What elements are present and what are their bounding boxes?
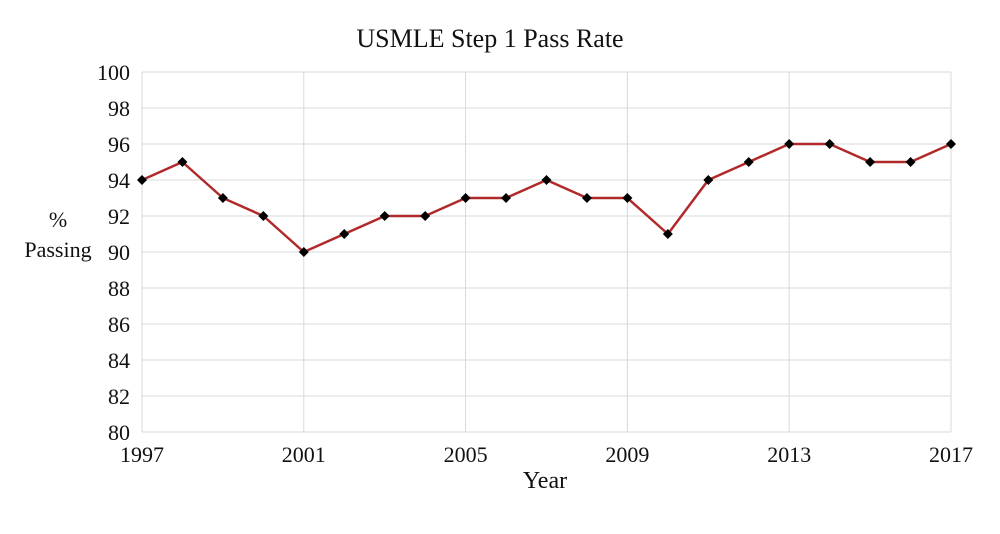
x-axis-label: Year [522,468,568,494]
x-tick-label: 1997 [120,442,164,467]
data-point-marker [743,157,754,167]
data-point-marker [703,175,714,185]
data-point-marker [905,157,916,167]
y-axis-label-line1: % [48,207,68,232]
y-tick-label: 90 [108,240,130,265]
data-point-marker [258,211,269,221]
data-point-marker [460,193,471,203]
y-tick-label: 88 [108,276,130,301]
pass-rate-line [141,142,952,254]
y-tick-label: 86 [108,312,130,337]
data-point-marker [824,139,835,149]
data-point-marker [784,139,795,149]
data-point-marker [217,193,228,203]
data-point-marker [177,157,188,167]
x-tick-label: 2017 [929,442,973,467]
y-tick-label: 92 [108,204,130,229]
y-axis-label: % Passing [4,205,112,265]
x-tick-label: 2005 [444,442,488,467]
x-tick-label: 2009 [605,442,649,467]
y-tick-label: 96 [108,132,130,157]
data-point-marker [379,211,390,221]
data-point-marker [339,229,350,239]
y-tick-label: 94 [108,168,130,193]
data-point-marker [581,193,592,203]
data-point-marker [420,211,431,221]
x-tick-label: 2013 [767,442,811,467]
y-tick-label: 100 [97,60,130,85]
data-point-marker [137,175,147,185]
y-tick-label: 80 [108,420,130,445]
y-axis-label-line2: Passing [24,237,92,262]
y-tick-label: 98 [108,96,130,121]
y-tick-label: 84 [108,348,130,373]
data-point-marker [662,229,673,239]
y-tick-label: 82 [108,384,130,409]
data-point-marker [622,193,633,203]
data-point-marker [946,139,956,149]
data-point-marker [298,247,309,257]
data-point-marker [541,175,552,185]
data-point-marker [501,193,512,203]
x-tick-label: 2001 [282,442,326,467]
data-point-marker [865,157,876,167]
chart-title: USMLE Step 1 Pass Rate [356,24,624,53]
